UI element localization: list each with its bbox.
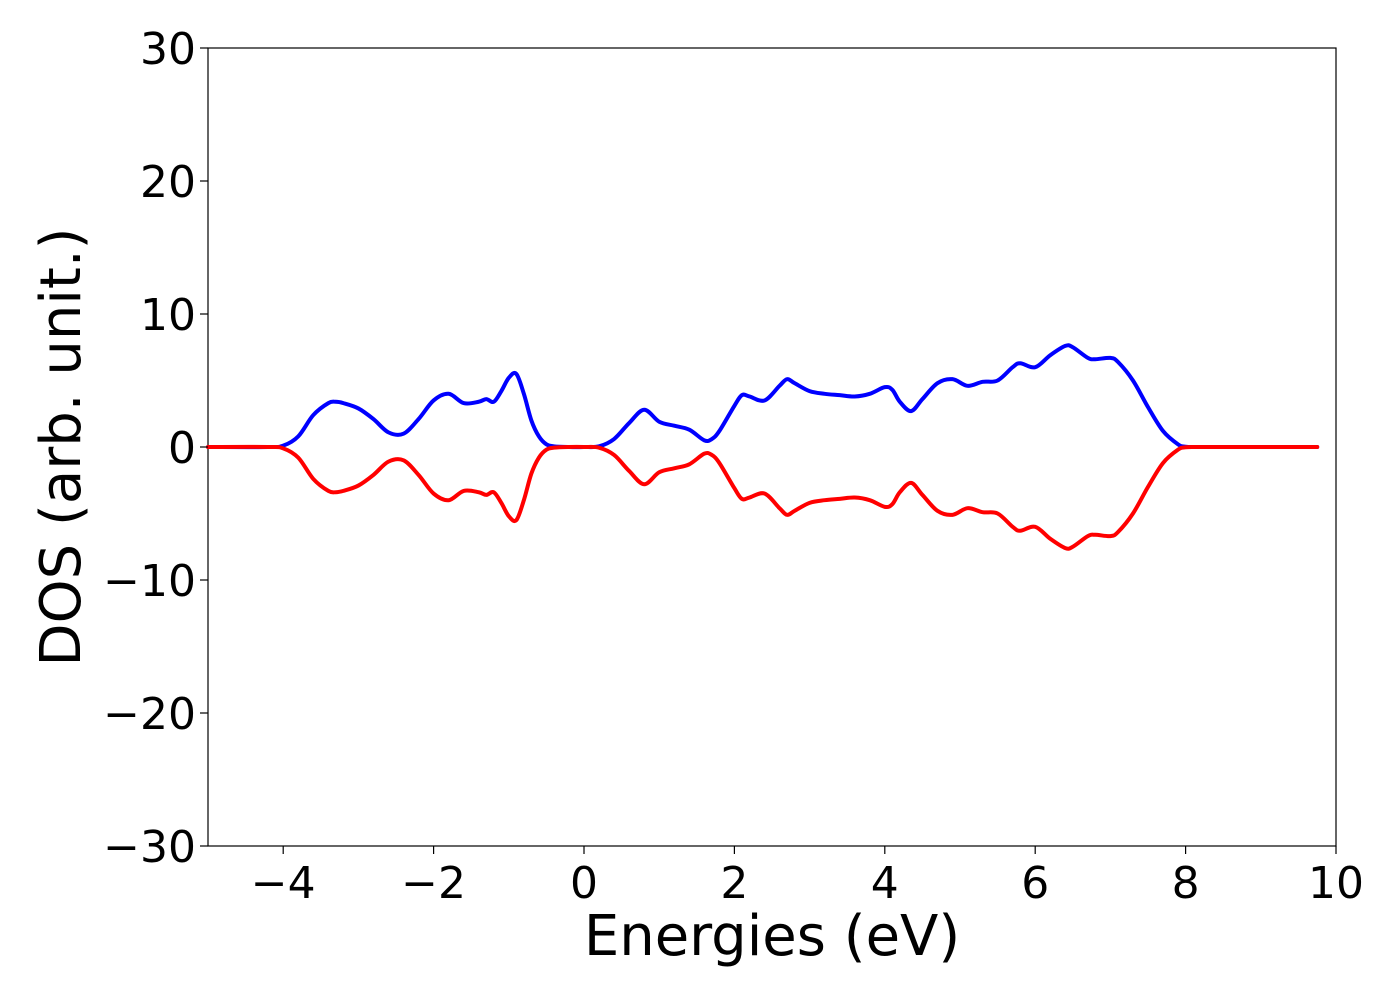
x-tick-label: 4 bbox=[871, 858, 899, 909]
x-tick-label: 10 bbox=[1308, 858, 1364, 909]
series-layer bbox=[206, 343, 1320, 551]
y-tick-label: 20 bbox=[140, 157, 196, 208]
x-tick-label: 8 bbox=[1172, 858, 1200, 909]
y-tick-label: −20 bbox=[103, 689, 196, 740]
x-tick-label: 0 bbox=[570, 858, 598, 909]
y-tick-label: 10 bbox=[140, 290, 196, 341]
x-tick-label: 6 bbox=[1021, 858, 1049, 909]
dos-line-red bbox=[206, 444, 1320, 551]
x-axis-ticks: −4 −2 0 2 4 6 8 10 bbox=[251, 846, 1364, 909]
x-tick-label: −4 bbox=[251, 858, 316, 909]
y-axis-ticks: −30 −20 −10 0 10 20 30 bbox=[103, 24, 208, 873]
y-tick-label: −10 bbox=[103, 556, 196, 607]
x-tick-label: −2 bbox=[401, 858, 466, 909]
dos-line-blue bbox=[206, 343, 1320, 450]
x-tick-label: 2 bbox=[720, 858, 748, 909]
y-axis-label: DOS (arb. unit.) bbox=[29, 227, 94, 666]
x-axis-label: Energies (eV) bbox=[584, 904, 960, 969]
y-tick-label: 0 bbox=[168, 423, 196, 474]
plot-frame bbox=[207, 47, 1337, 847]
y-tick-label: 30 bbox=[140, 24, 196, 75]
y-tick-label: −30 bbox=[103, 822, 196, 873]
